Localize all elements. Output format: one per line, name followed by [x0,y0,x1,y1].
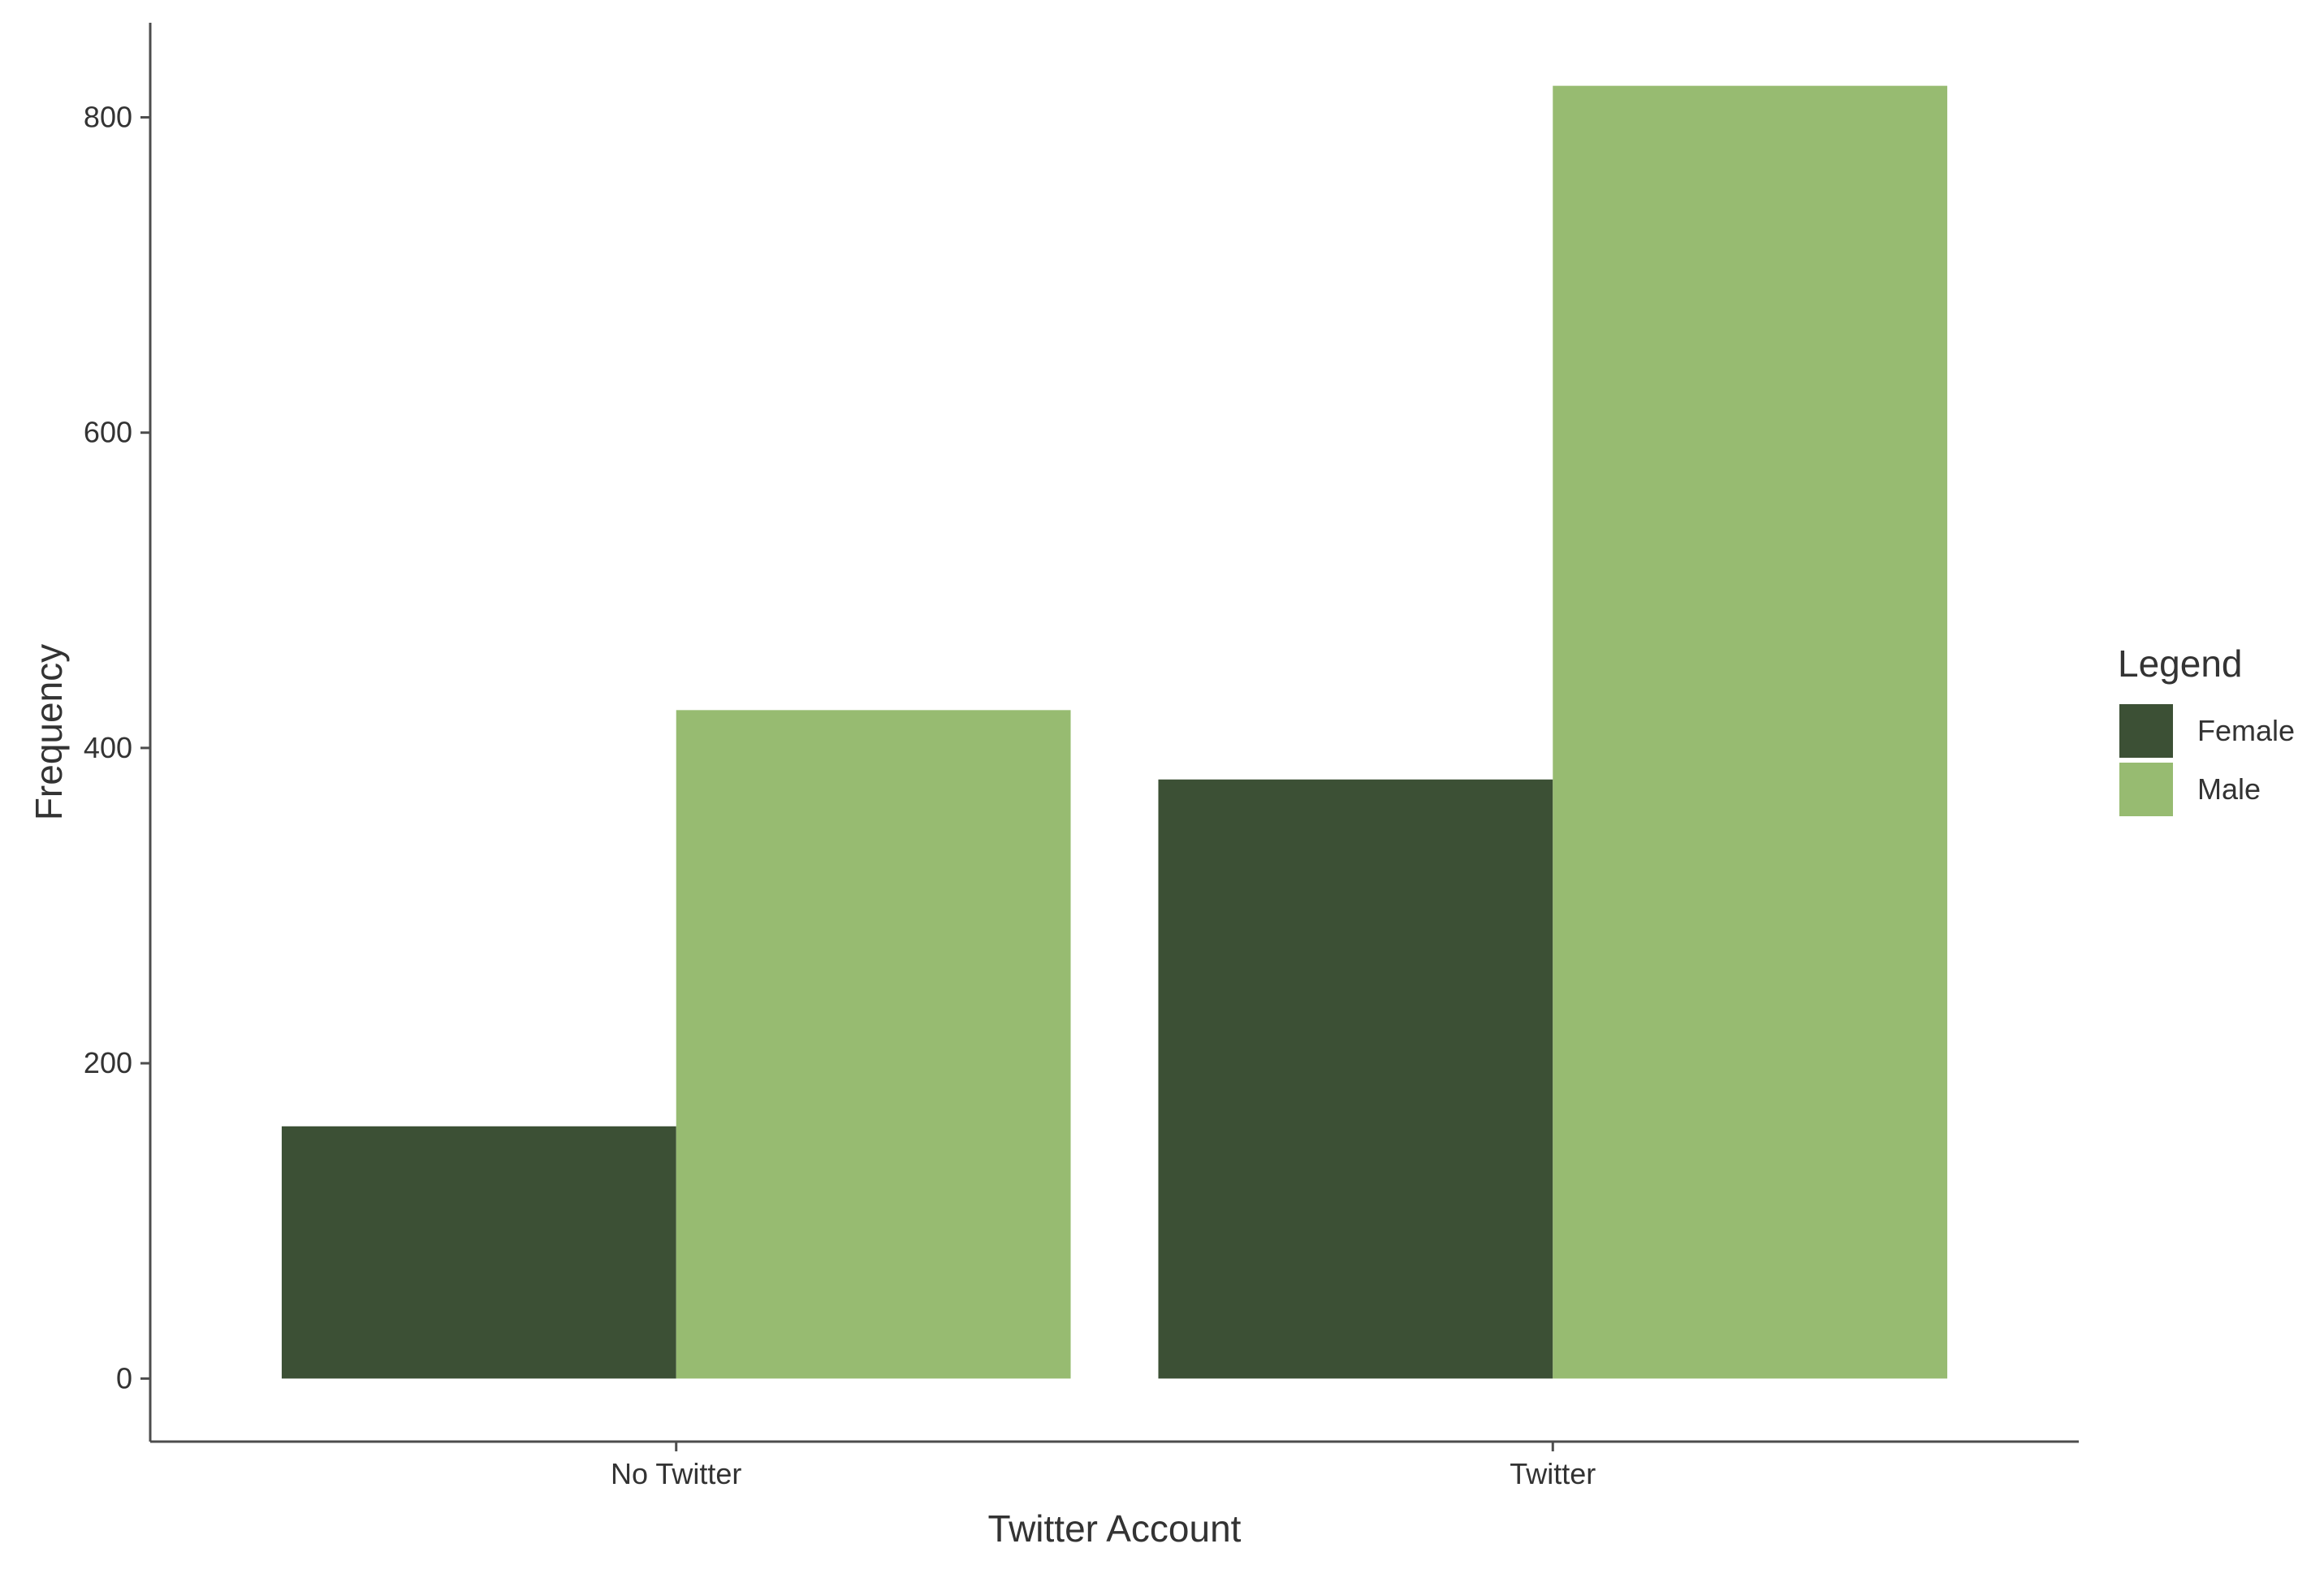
legend-swatch-female [2119,704,2173,758]
x-axis-title: Twitter Account [988,1507,1242,1550]
axes-layer [149,23,2079,1443]
y-tick-label: 400 [84,731,132,764]
bar-female-no-twitter [281,1126,676,1379]
y-tick-label: 200 [84,1046,132,1079]
y-tick-label: 800 [84,100,132,133]
bars-layer [281,85,1948,1379]
y-ticks: 0 200 400 600 800 [84,100,150,1395]
legend-items: Female Male [2119,704,2295,816]
legend-title: Legend [2118,642,2243,685]
y-axis-title: Frequency [28,644,70,820]
bar-male-twitter [1553,85,1948,1379]
legend-swatch-male [2119,763,2173,816]
legend: Legend Female Male [2118,642,2295,816]
x-tick-label: Twitter [1510,1457,1596,1490]
bar-male-no-twitter [676,710,1071,1379]
bar-female-twitter [1158,779,1553,1379]
y-tick-label: 0 [116,1361,132,1395]
y-tick-label: 600 [84,416,132,449]
x-tick-label: No Twitter [611,1457,741,1490]
x-ticks: No Twitter Twitter [611,1442,1596,1490]
legend-label-male: Male [2197,772,2261,806]
legend-label-female: Female [2197,714,2295,747]
